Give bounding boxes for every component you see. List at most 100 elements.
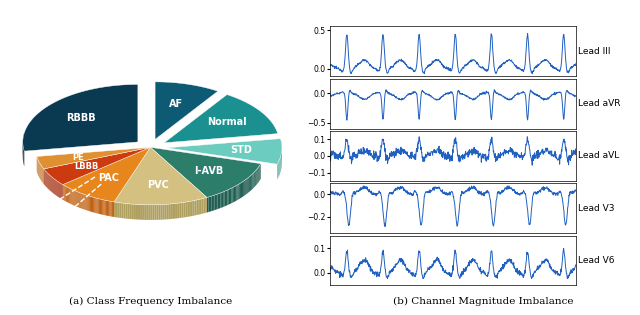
Polygon shape bbox=[232, 187, 234, 203]
Polygon shape bbox=[69, 188, 70, 203]
Polygon shape bbox=[189, 201, 191, 217]
Polygon shape bbox=[139, 204, 141, 220]
Text: Lead V3: Lead V3 bbox=[579, 204, 615, 213]
Polygon shape bbox=[112, 202, 113, 217]
Polygon shape bbox=[218, 193, 219, 209]
Polygon shape bbox=[129, 204, 131, 219]
Polygon shape bbox=[86, 195, 88, 211]
Polygon shape bbox=[77, 192, 78, 207]
Polygon shape bbox=[214, 195, 216, 210]
Text: Normal: Normal bbox=[207, 117, 246, 127]
Polygon shape bbox=[72, 190, 74, 205]
Polygon shape bbox=[239, 184, 240, 199]
Polygon shape bbox=[98, 198, 99, 214]
Polygon shape bbox=[111, 201, 112, 217]
Polygon shape bbox=[186, 202, 188, 217]
Polygon shape bbox=[242, 181, 243, 197]
Polygon shape bbox=[155, 205, 157, 220]
Polygon shape bbox=[120, 203, 122, 218]
Polygon shape bbox=[240, 183, 241, 198]
Polygon shape bbox=[114, 202, 116, 217]
Polygon shape bbox=[63, 147, 150, 202]
Polygon shape bbox=[92, 197, 93, 212]
Polygon shape bbox=[247, 178, 248, 193]
Polygon shape bbox=[205, 198, 207, 213]
Polygon shape bbox=[163, 204, 164, 220]
Polygon shape bbox=[70, 189, 72, 204]
Polygon shape bbox=[94, 198, 95, 213]
Polygon shape bbox=[68, 187, 69, 203]
Polygon shape bbox=[228, 189, 230, 204]
Text: (b) Channel Magnitude Imbalance: (b) Channel Magnitude Imbalance bbox=[393, 296, 573, 306]
Polygon shape bbox=[127, 204, 129, 219]
Polygon shape bbox=[124, 203, 125, 219]
Polygon shape bbox=[219, 193, 220, 209]
Polygon shape bbox=[108, 201, 109, 216]
Polygon shape bbox=[122, 203, 124, 218]
Polygon shape bbox=[135, 204, 137, 220]
Polygon shape bbox=[245, 179, 246, 195]
Polygon shape bbox=[210, 196, 212, 212]
Polygon shape bbox=[231, 187, 232, 203]
Text: PE: PE bbox=[72, 153, 84, 162]
Polygon shape bbox=[225, 191, 226, 206]
Text: Lead III: Lead III bbox=[579, 47, 611, 56]
Text: STD: STD bbox=[230, 145, 252, 155]
Polygon shape bbox=[106, 200, 107, 216]
Polygon shape bbox=[44, 147, 150, 185]
Polygon shape bbox=[89, 196, 90, 211]
Text: Lead V6: Lead V6 bbox=[579, 256, 615, 265]
Polygon shape bbox=[216, 194, 218, 210]
Polygon shape bbox=[148, 205, 150, 220]
Polygon shape bbox=[141, 205, 143, 220]
Polygon shape bbox=[88, 196, 89, 211]
Polygon shape bbox=[182, 203, 184, 218]
Polygon shape bbox=[257, 168, 258, 184]
Polygon shape bbox=[248, 177, 249, 193]
Polygon shape bbox=[104, 200, 106, 215]
Polygon shape bbox=[164, 94, 278, 143]
Polygon shape bbox=[180, 203, 182, 218]
Text: Lead aVL: Lead aVL bbox=[579, 152, 620, 160]
Polygon shape bbox=[253, 172, 254, 188]
Polygon shape bbox=[143, 205, 145, 220]
Polygon shape bbox=[83, 194, 84, 209]
Polygon shape bbox=[99, 199, 100, 214]
Polygon shape bbox=[114, 147, 207, 205]
Polygon shape bbox=[164, 204, 166, 220]
Text: PVC: PVC bbox=[147, 180, 168, 190]
Polygon shape bbox=[204, 198, 205, 214]
Polygon shape bbox=[230, 188, 231, 204]
Text: RBBB: RBBB bbox=[66, 113, 96, 123]
Polygon shape bbox=[67, 187, 68, 203]
Polygon shape bbox=[167, 139, 282, 164]
Polygon shape bbox=[137, 204, 139, 220]
Polygon shape bbox=[200, 199, 202, 214]
Polygon shape bbox=[153, 205, 155, 220]
Text: AF: AF bbox=[170, 99, 184, 109]
Polygon shape bbox=[133, 204, 135, 220]
Polygon shape bbox=[84, 194, 86, 210]
Polygon shape bbox=[223, 191, 225, 207]
Polygon shape bbox=[256, 169, 257, 186]
Polygon shape bbox=[131, 204, 133, 219]
Polygon shape bbox=[150, 147, 260, 198]
Polygon shape bbox=[172, 203, 174, 219]
Polygon shape bbox=[90, 196, 91, 212]
Polygon shape bbox=[100, 199, 101, 215]
Polygon shape bbox=[81, 193, 83, 209]
Polygon shape bbox=[237, 184, 239, 200]
Polygon shape bbox=[95, 198, 97, 213]
Polygon shape bbox=[235, 186, 236, 201]
Polygon shape bbox=[91, 197, 92, 212]
Text: (a) Class Frequency Imbalance: (a) Class Frequency Imbalance bbox=[68, 296, 232, 306]
Polygon shape bbox=[178, 203, 180, 218]
Text: Lead aVR: Lead aVR bbox=[579, 99, 621, 108]
Polygon shape bbox=[252, 174, 253, 190]
Polygon shape bbox=[241, 182, 242, 198]
Polygon shape bbox=[66, 186, 67, 202]
Polygon shape bbox=[254, 171, 255, 187]
Polygon shape bbox=[157, 205, 159, 220]
Polygon shape bbox=[63, 185, 65, 201]
Polygon shape bbox=[202, 198, 204, 214]
